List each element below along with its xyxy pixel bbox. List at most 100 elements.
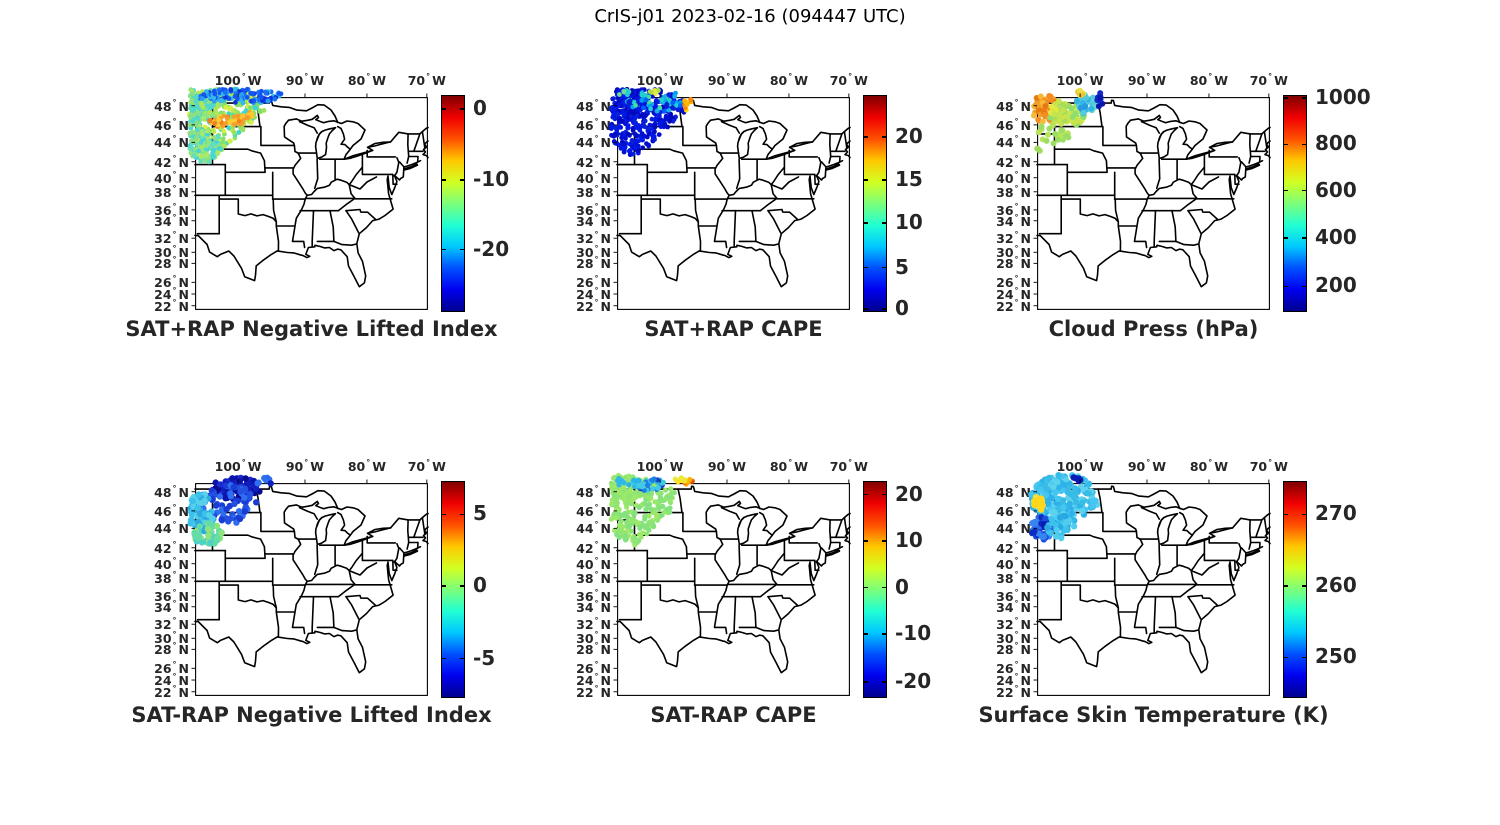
lat-tick-label: 44° N — [154, 520, 189, 537]
lat-tick-label: 30° N — [154, 630, 189, 647]
colorbar-tick-label: 5 — [895, 254, 909, 279]
lat-tick-label: 28° N — [154, 641, 189, 658]
lon-tick-label: 80° W — [1189, 72, 1229, 88]
colorbar-tick — [442, 249, 446, 251]
lat-tick-label: 24° N — [576, 672, 611, 689]
lat-tick-label: 46° N — [576, 116, 611, 133]
panel-caption-sat_plus_rap_cape: SAT+RAP CAPE — [644, 317, 823, 341]
colorbar-tick — [442, 585, 446, 587]
lat-tick-label: 38° N — [154, 183, 189, 200]
lat-tick-label: 30° N — [154, 244, 189, 261]
state-boundaries — [1036, 96, 1271, 311]
colorbar-tick — [1302, 97, 1306, 99]
lat-tick-label: 32° N — [154, 616, 189, 633]
panel-caption-surface_skin_temp: Surface Skin Temperature (K) — [978, 703, 1329, 727]
colorbar-tick — [1302, 513, 1306, 516]
colorbar-tick — [1302, 285, 1306, 287]
lat-tick-label: 42° N — [154, 153, 189, 170]
lon-tick-label: 70° W — [829, 72, 868, 88]
colorbar-tick — [882, 179, 886, 181]
colorbar-tick — [882, 586, 886, 589]
axis-tick-marks — [1033, 93, 1270, 307]
lat-tick-label: 34° N — [154, 212, 189, 229]
colorbar-tick — [1302, 189, 1306, 192]
colorbar-tick-label: 15 — [895, 166, 923, 191]
colorbar-tick — [1284, 143, 1288, 146]
axis-tick-marks — [613, 479, 850, 693]
colorbar-tick-label: 1000 — [1315, 85, 1371, 110]
lat-tick-label: 44° N — [576, 520, 611, 537]
panel-caption-sat_minus_rap_cape: SAT-RAP CAPE — [650, 703, 817, 727]
colorbar-tick-label: -10 — [895, 621, 932, 645]
colorbar — [441, 95, 465, 312]
lat-tick-label: 46° N — [154, 116, 189, 133]
lon-tick-label: 80° W — [1189, 458, 1229, 474]
colorbar-tick-label: -20 — [895, 668, 932, 693]
lat-tick-label: 30° N — [576, 244, 611, 261]
lat-tick-label: 48° N — [154, 483, 189, 500]
colorbar-tick — [1302, 143, 1306, 146]
lat-tick-label: 24° N — [576, 286, 611, 303]
colorbar-tick — [864, 266, 868, 269]
us-map — [187, 86, 429, 311]
lat-tick-label: 40° N — [996, 555, 1031, 572]
lat-tick-label: 42° N — [154, 539, 189, 556]
lat-tick-label: 48° N — [154, 97, 189, 114]
colorbar-tick — [882, 266, 886, 269]
colorbar-tick-label: -10 — [473, 167, 510, 192]
lon-tick-label: 90° W — [1127, 72, 1167, 88]
axis-tick-marks — [613, 93, 850, 307]
lat-tick-label: 42° N — [996, 539, 1031, 556]
colorbar-tick — [864, 681, 868, 683]
lat-tick-label: 46° N — [996, 116, 1031, 133]
colorbar-tick — [864, 222, 868, 224]
colorbar — [1283, 481, 1307, 698]
state-boundaries — [616, 482, 851, 697]
observation-scatter — [1028, 472, 1101, 543]
lon-tick-label: 90° W — [1127, 458, 1167, 474]
lon-tick-label: 80° W — [347, 458, 387, 474]
lat-tick-label: 40° N — [154, 555, 189, 572]
lat-tick-label: 22° N — [996, 683, 1031, 700]
lat-tick-label: 48° N — [996, 97, 1031, 114]
lat-tick-label: 46° N — [996, 502, 1031, 519]
colorbar-tick — [1284, 585, 1288, 587]
colorbar-tick — [1284, 513, 1288, 516]
us-map — [608, 86, 851, 311]
colorbar-tick — [1284, 656, 1288, 658]
colorbar-tick — [460, 513, 464, 516]
lat-tick-label: 26° N — [996, 660, 1031, 677]
colorbar-tick — [1284, 237, 1288, 239]
observation-scatter — [187, 474, 274, 547]
colorbar-tick-label: 270 — [1315, 501, 1357, 526]
lat-tick-label: 32° N — [154, 230, 189, 247]
lat-tick-label: 28° N — [996, 255, 1031, 272]
colorbar-tick-label: 0 — [473, 95, 487, 120]
colorbar — [863, 481, 887, 698]
panel-caption-sat_minus_rap_nli: SAT-RAP Negative Lifted Index — [131, 703, 492, 727]
lat-tick-label: 28° N — [576, 255, 611, 272]
lat-tick-label: 42° N — [576, 153, 611, 170]
colorbar-tick — [882, 308, 886, 310]
lat-tick-label: 36° N — [576, 587, 611, 604]
colorbar-tick — [882, 540, 886, 542]
lon-tick-label: 100° W — [636, 458, 684, 474]
axis-tick-marks — [1033, 479, 1270, 693]
lat-tick-label: 40° N — [996, 169, 1031, 186]
lat-tick-label: 36° N — [154, 201, 189, 218]
lat-tick-label: 34° N — [996, 598, 1031, 615]
lon-tick-label: 80° W — [769, 458, 809, 474]
colorbar-tick — [460, 585, 464, 587]
lon-tick-label: 80° W — [769, 72, 809, 88]
lat-tick-label: 22° N — [576, 297, 611, 314]
lon-tick-label: 70° W — [1249, 72, 1288, 88]
lat-tick-label: 24° N — [154, 286, 189, 303]
colorbar-tick-label: 20 — [895, 481, 923, 506]
us-map — [608, 472, 851, 697]
lat-tick-label: 40° N — [576, 555, 611, 572]
colorbar-tick — [1302, 656, 1306, 658]
colorbar-tick-label: 400 — [1315, 224, 1357, 249]
colorbar-tick — [1284, 189, 1288, 192]
lat-tick-label: 28° N — [154, 255, 189, 272]
lat-tick-label: 34° N — [576, 212, 611, 229]
